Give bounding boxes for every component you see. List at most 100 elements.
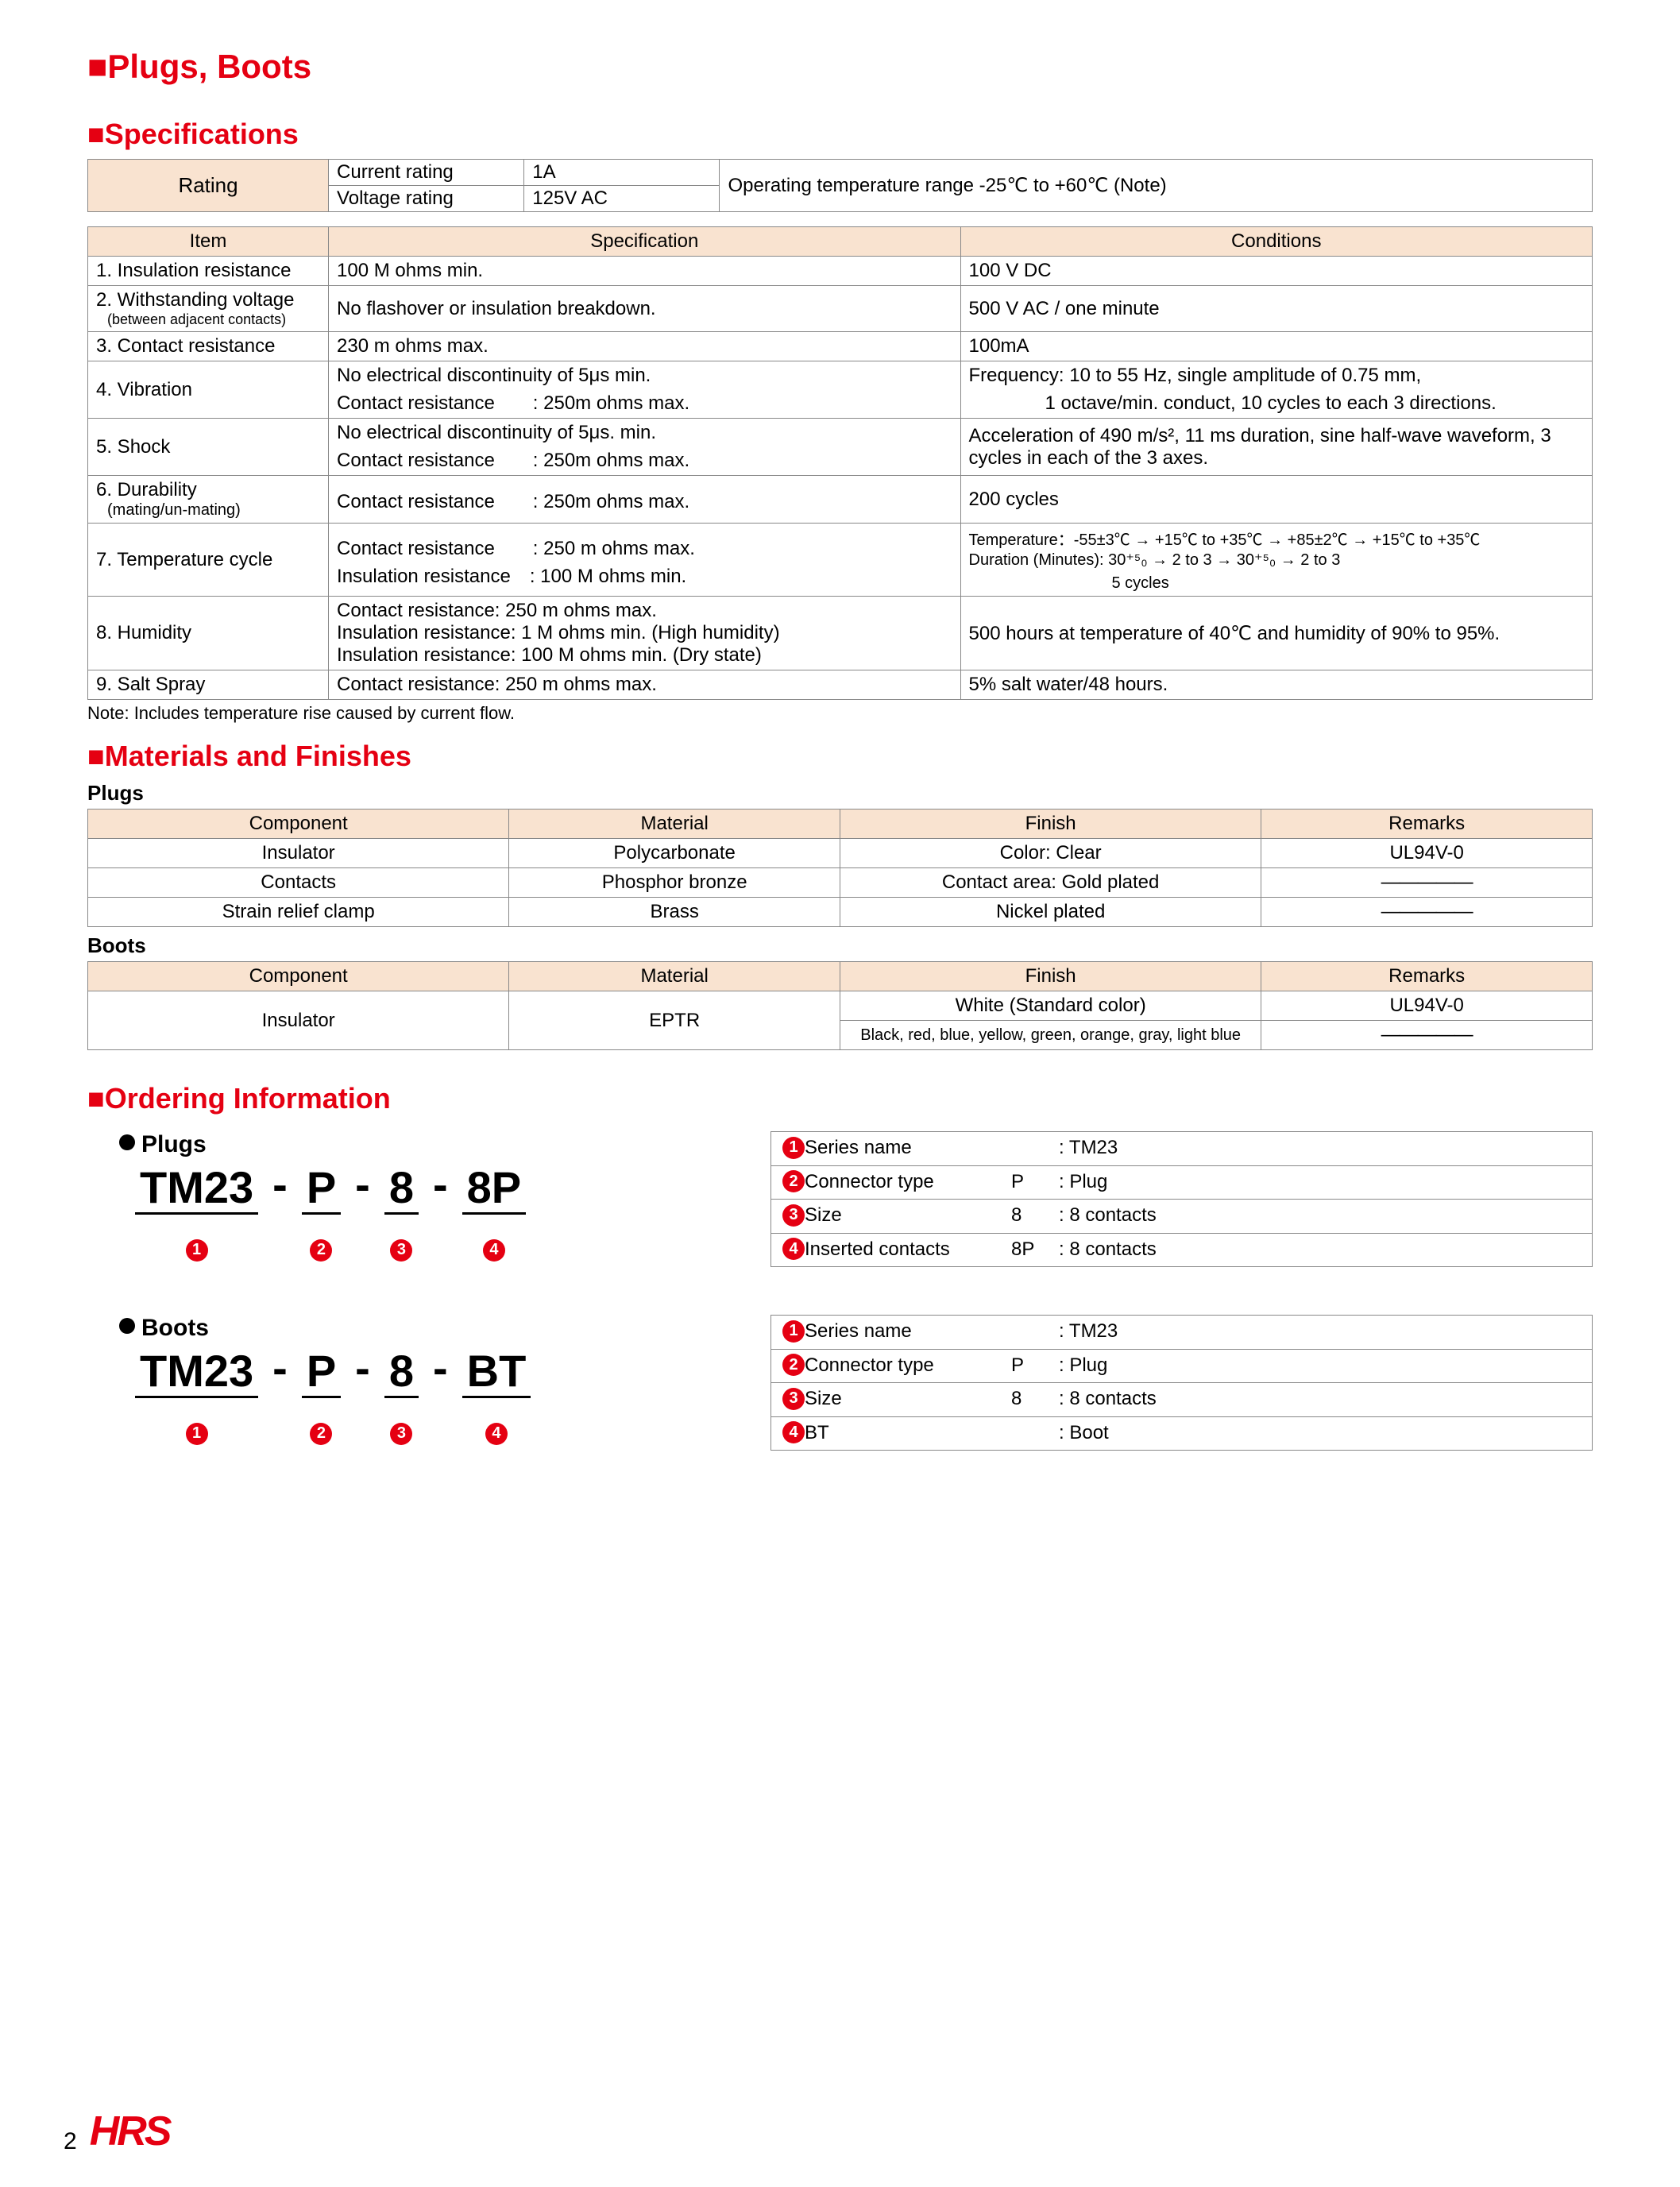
ordering-code-boots: TM231-P2-83-BT4 (135, 1345, 675, 1450)
voltage-rating-label: Voltage rating (329, 186, 524, 212)
footer: 2 HRS (64, 2108, 169, 2155)
section-materials: ■Materials and Finishes (87, 740, 1593, 773)
col-spec: Specification (329, 227, 960, 257)
legend-row: 1 Series name: TM23 (771, 1132, 1593, 1166)
cell-comp: Insulator (88, 839, 509, 868)
legend-index-icon: 2 (782, 1170, 805, 1192)
page-title: ■Plugs, Boots (87, 48, 1593, 86)
cell-mat: Phosphor bronze (509, 868, 840, 898)
legend-index-icon: 4 (782, 1421, 805, 1443)
spec-cond: 100 V DC (960, 257, 1593, 286)
spec-cond: Temperature：-55±3℃ → +15℃ to +35℃ → +85±… (960, 524, 1593, 597)
spec-item: 4. Vibration (88, 361, 329, 419)
order-index-icon: 3 (390, 1239, 412, 1262)
spec-note: Note: Includes temperature rise caused b… (87, 703, 1593, 724)
legend-code: 8P (1011, 1238, 1059, 1261)
section-specifications: ■Specifications (87, 118, 1593, 151)
spec-spec: Contact resistance : 250 m ohms max. Ins… (329, 524, 960, 597)
legend-row: 2 Connector typeP: Plug (771, 1349, 1593, 1383)
spec-item: 3. Contact resistance (88, 332, 329, 361)
cell-comp: Contacts (88, 868, 509, 898)
legend-desc: : Plug (1059, 1171, 1107, 1192)
legend-label: BT (805, 1422, 1011, 1444)
legend-desc: : 8 contacts (1059, 1388, 1157, 1409)
legend-label: Connector type (805, 1354, 1011, 1377)
spec-item: 2. Withstanding voltage(between adjacent… (88, 286, 329, 332)
col-finish: Finish (840, 962, 1261, 991)
spec-cond: 500 hours at temperature of 40℃ and humi… (960, 597, 1593, 670)
cell-mat: Polycarbonate (509, 839, 840, 868)
current-rating-value: 1A (524, 160, 720, 186)
spec-cond: 500 V AC / one minute (960, 286, 1593, 332)
spec-spec: 100 M ohms min. (329, 257, 960, 286)
spec-cond: 100mA (960, 332, 1593, 361)
legend-code: P (1011, 1354, 1059, 1377)
page-number: 2 (64, 2128, 77, 2155)
legend-desc: : Boot (1059, 1422, 1109, 1443)
spec-spec: No electrical discontinuity of 5μs min. … (329, 361, 960, 419)
legend-desc: : Plug (1059, 1354, 1107, 1376)
ordering-legend-boots: 1 Series name: TM232 Connector typeP: Pl… (770, 1315, 1593, 1451)
spec-cond: Frequency: 10 to 55 Hz, single amplitude… (960, 361, 1593, 419)
cell-fin: Nickel plated (840, 898, 1261, 927)
order-index-icon: 1 (186, 1239, 208, 1262)
order-index-icon: 4 (485, 1423, 508, 1445)
rating-table: Rating Current rating 1A Operating tempe… (87, 159, 1593, 212)
spec-spec: No electrical discontinuity of 5μs. min.… (329, 419, 960, 476)
bullet-icon (119, 1318, 135, 1334)
spec-item: 6. Durability(mating/un-mating) (88, 476, 329, 524)
legend-label: Series name (805, 1137, 1011, 1159)
rating-label: Rating (88, 160, 329, 212)
spec-spec: Contact resistance: 250 m ohms max. (329, 670, 960, 700)
dash: - (272, 1158, 288, 1210)
spec-cond: Acceleration of 490 m/s², 11 ms duration… (960, 419, 1593, 476)
col-material: Material (509, 962, 840, 991)
dash: - (433, 1158, 448, 1210)
cell-rem: ————— (1261, 1021, 1593, 1050)
ordering-plugs-row: Plugs TM231-P2-83-8P4 1 Series name: TM2… (87, 1131, 1593, 1299)
operating-temp: Operating temperature range -25℃ to +60℃… (720, 160, 1593, 212)
order-part: P2 (302, 1345, 341, 1450)
cell-mat: Brass (509, 898, 840, 927)
spec-item: 5. Shock (88, 419, 329, 476)
cell-mat: EPTR (509, 991, 840, 1050)
current-rating-label: Current rating (329, 160, 524, 186)
order-part: BT4 (462, 1345, 531, 1450)
legend-index-icon: 1 (782, 1137, 805, 1159)
order-part: 8P4 (462, 1161, 527, 1266)
plugs-subhead: Plugs (87, 781, 1593, 806)
legend-desc: : 8 contacts (1059, 1204, 1157, 1226)
spec-spec: Contact resistance : 250m ohms max. (329, 476, 960, 524)
plugs-materials-table: Component Material Finish Remarks Insula… (87, 809, 1593, 927)
ordering-boots-row: Boots TM231-P2-83-BT4 1 Series name: TM2… (87, 1315, 1593, 1482)
spec-cond: 5% salt water/48 hours. (960, 670, 1593, 700)
legend-code: 8 (1011, 1204, 1059, 1227)
order-part: P2 (302, 1161, 341, 1266)
legend-label: Series name (805, 1320, 1011, 1343)
order-index-icon: 2 (310, 1423, 332, 1445)
col-item: Item (88, 227, 329, 257)
boots-subhead: Boots (87, 933, 1593, 958)
legend-index-icon: 2 (782, 1354, 805, 1376)
order-part: TM231 (135, 1345, 258, 1450)
legend-index-icon: 4 (782, 1238, 805, 1260)
order-part: TM231 (135, 1161, 258, 1266)
cell-comp: Strain relief clamp (88, 898, 509, 927)
legend-label: Inserted contacts (805, 1238, 1011, 1261)
legend-row: 1 Series name: TM23 (771, 1316, 1593, 1350)
order-index-icon: 3 (390, 1423, 412, 1445)
cell-rem: ————— (1261, 868, 1593, 898)
cell-comp: Insulator (88, 991, 509, 1050)
cell-rem: UL94V-0 (1261, 991, 1593, 1021)
legend-row: 3 Size8: 8 contacts (771, 1383, 1593, 1417)
cell-rem: UL94V-0 (1261, 839, 1593, 868)
legend-row: 4 BT : Boot (771, 1416, 1593, 1451)
col-component: Component (88, 809, 509, 839)
cell-rem: ————— (1261, 898, 1593, 927)
dash: - (272, 1342, 288, 1393)
section-ordering: ■Ordering Information (87, 1082, 1593, 1115)
voltage-rating-value: 125V AC (524, 186, 720, 212)
logo: HRS (90, 2108, 170, 2155)
spec-item: 1. Insulation resistance (88, 257, 329, 286)
dash: - (355, 1158, 370, 1210)
